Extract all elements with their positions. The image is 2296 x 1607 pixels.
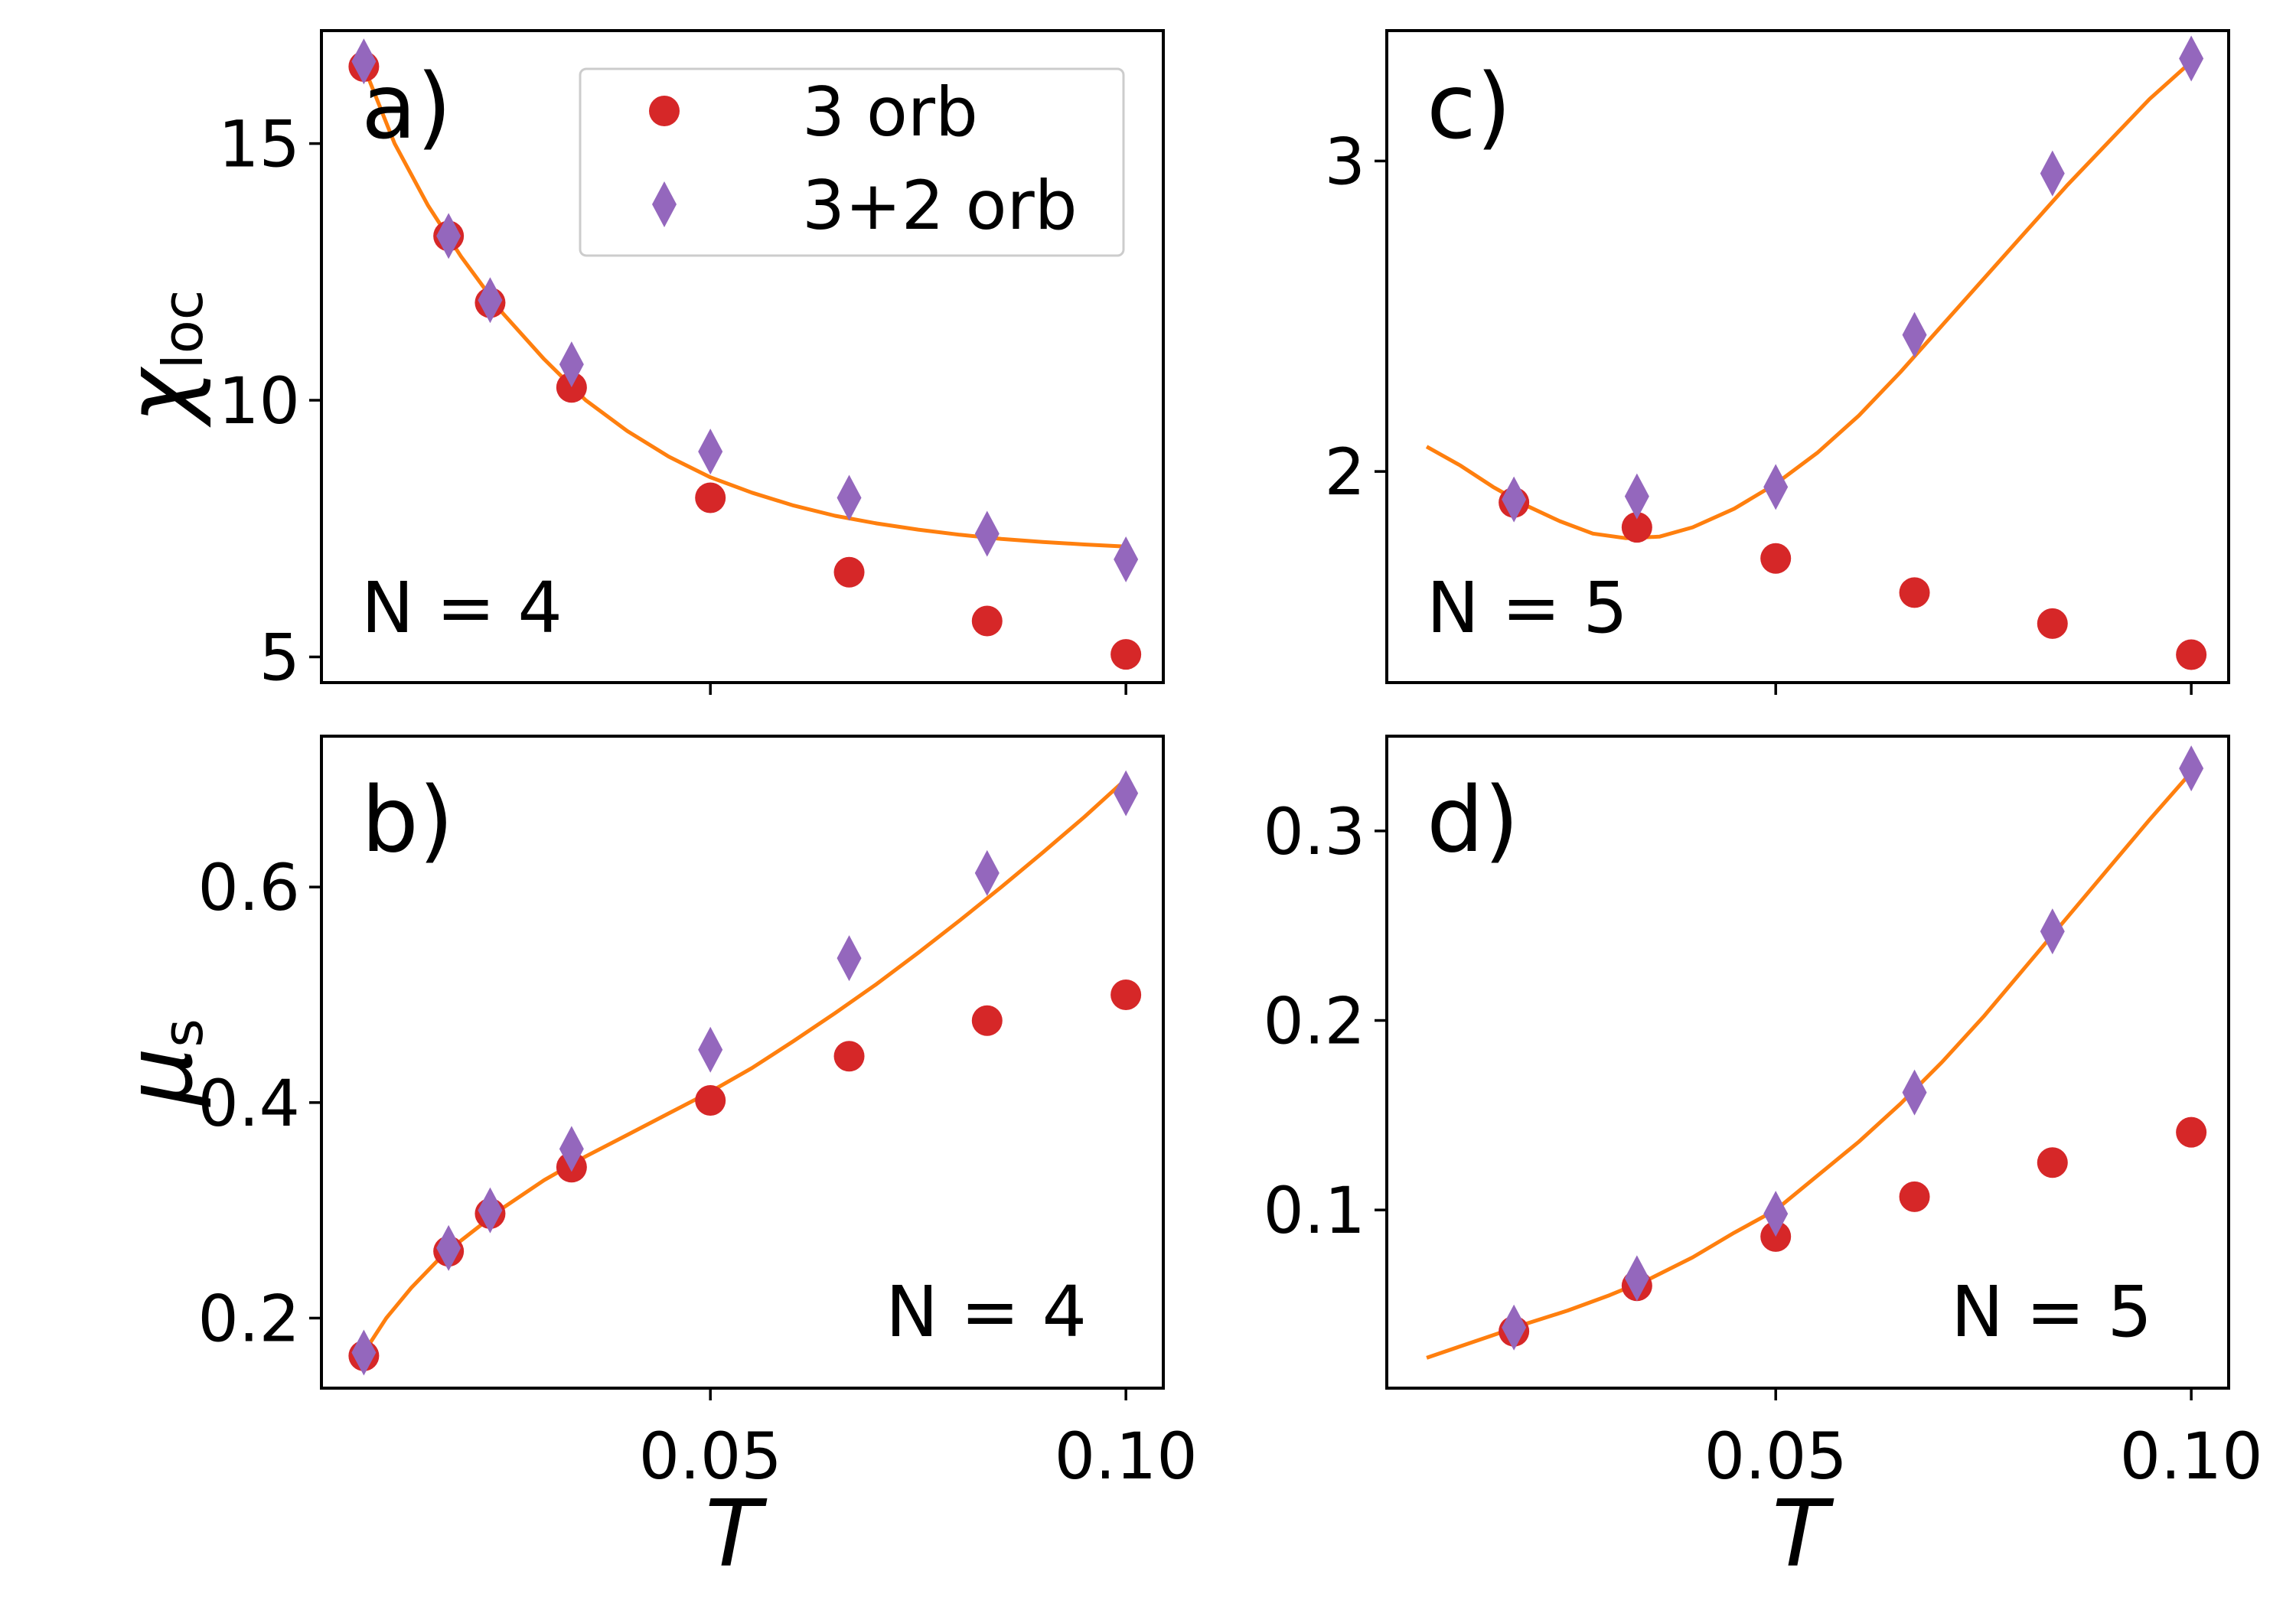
data-point-3orb	[695, 482, 726, 513]
data-point-3orb	[2176, 639, 2207, 670]
x-tick-label: 0.10	[2120, 1419, 2263, 1494]
data-point-3plus2orb	[1902, 311, 1927, 358]
data-point-3plus2orb	[478, 1187, 503, 1234]
data-point-3plus2orb	[1624, 1255, 1649, 1302]
data-point-3plus2orb	[351, 1329, 377, 1376]
legend-marker-3orb	[649, 96, 680, 126]
data-point-3orb	[1899, 1181, 1930, 1212]
x-axis-label-right: T	[1772, 1482, 1835, 1588]
data-point-3orb	[1110, 639, 1142, 670]
data-point-3plus2orb	[974, 849, 1000, 896]
fit-line	[1425, 60, 2193, 540]
data-point-3plus2orb	[837, 935, 862, 982]
y-tick-label: 3	[1325, 124, 1365, 199]
x-tick-label: 0.05	[639, 1419, 782, 1494]
legend-box	[579, 67, 1125, 257]
data-point-3plus2orb	[698, 429, 723, 475]
y-tick-label: 0.2	[1263, 984, 1365, 1059]
legend: 3 orb 3+2 orb	[579, 67, 1125, 257]
legend-label: 3 orb	[802, 73, 978, 152]
panel-label: a)	[361, 54, 452, 159]
plot-frame	[1385, 29, 2230, 684]
panel-label: c)	[1427, 54, 1512, 159]
y-tick-label: 0.1	[1263, 1173, 1365, 1248]
data-point-3orb	[1760, 543, 1792, 574]
data-point-3plus2orb	[1624, 473, 1649, 520]
data-point-3plus2orb	[2179, 745, 2204, 792]
panel-d: 0.1 0.2 0.3 0.05 0.10 d) N = 5	[1263, 735, 2263, 1494]
n-annotation: N = 4	[361, 567, 563, 649]
panel-b: 0.2 0.4 0.6 0.05 0.10 b) N = 4 μs	[107, 735, 1198, 1494]
data-point-3plus2orb	[1902, 1069, 1927, 1116]
data-point-3orb	[1899, 577, 1930, 608]
data-point-3orb	[2037, 1147, 2068, 1178]
data-point-3orb	[556, 372, 587, 403]
y-tick-label: 0.6	[197, 850, 300, 925]
n-annotation: N = 4	[885, 1271, 1087, 1353]
panel-a: 5 10 15 a) N = 4 χloc 3 orb 3+2 orb	[107, 29, 1165, 695]
data-point-3plus2orb	[1114, 536, 1139, 582]
y-tick-label: 0.3	[1263, 794, 1365, 869]
y-axis-label: μs	[107, 1019, 215, 1107]
plot-frame	[1385, 735, 2230, 1390]
data-point-3plus2orb	[436, 1224, 461, 1271]
y-tick-label: 0.4	[197, 1066, 300, 1141]
data-point-3plus2orb	[837, 474, 862, 521]
n-annotation: N = 5	[1427, 567, 1628, 649]
data-point-3plus2orb	[478, 277, 503, 324]
x-tick-label: 0.10	[1055, 1419, 1198, 1494]
data-point-3orb	[1110, 979, 1142, 1010]
data-point-3orb	[833, 556, 865, 588]
data-point-3plus2orb	[436, 213, 461, 259]
y-tick-label: 15	[218, 107, 300, 182]
y-tick-label: 10	[218, 363, 300, 438]
data-point-3plus2orb	[1502, 476, 1527, 523]
data-point-3plus2orb	[2179, 35, 2204, 82]
plot-frame	[320, 29, 1165, 684]
data-point-3plus2orb	[1763, 1191, 1789, 1237]
fit-line	[1426, 771, 2193, 1360]
data-point-3plus2orb	[559, 341, 584, 388]
data-point-3plus2orb	[2040, 908, 2065, 955]
data-point-3orb	[971, 605, 1003, 637]
data-point-3orb	[971, 1005, 1003, 1036]
x-tick-label: 0.05	[1704, 1419, 1848, 1494]
data-point-3plus2orb	[351, 38, 377, 85]
data-point-3plus2orb	[974, 510, 1000, 557]
data-point-3plus2orb	[1763, 464, 1789, 510]
plot-frame	[320, 735, 1165, 1390]
data-point-3plus2orb	[2040, 150, 2065, 197]
y-tick-label: 2	[1325, 435, 1365, 510]
y-tick-label: 0.2	[197, 1281, 300, 1356]
fit-line	[362, 777, 1127, 1354]
data-point-3orb	[2037, 608, 2068, 639]
panel-label: b)	[361, 767, 454, 872]
x-axis-label-left: T	[705, 1482, 768, 1588]
panel-c: 2 3 c) N = 5	[1325, 29, 2230, 695]
y-tick-label: 5	[259, 620, 300, 695]
n-annotation: N = 5	[1951, 1271, 2152, 1353]
data-point-3orb	[2176, 1116, 2207, 1148]
data-point-3orb	[695, 1084, 726, 1116]
data-point-3orb	[833, 1041, 865, 1072]
data-point-3plus2orb	[559, 1126, 584, 1172]
data-point-3orb	[1621, 512, 1652, 543]
panel-label: d)	[1427, 767, 1519, 872]
y-axis-label: χloc	[107, 290, 215, 429]
data-point-3plus2orb	[1114, 770, 1139, 817]
legend-marker-3plus2orb	[652, 181, 677, 227]
data-point-3plus2orb	[698, 1026, 723, 1073]
legend-label: 3+2 orb	[802, 166, 1078, 245]
data-point-3plus2orb	[1502, 1304, 1527, 1351]
